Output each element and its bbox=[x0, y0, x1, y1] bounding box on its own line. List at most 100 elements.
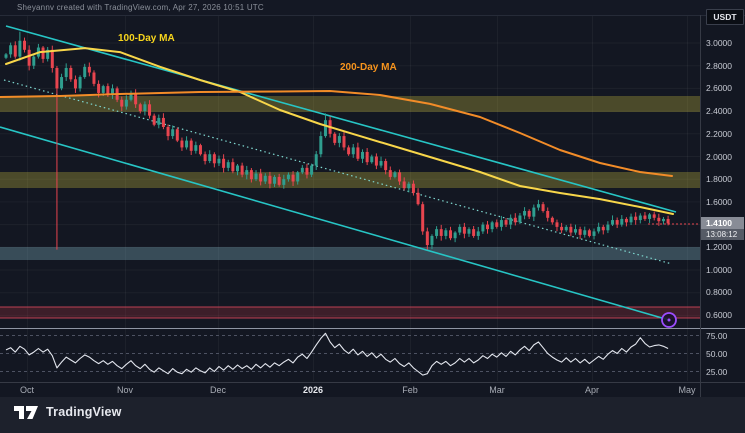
candle-up bbox=[606, 224, 610, 231]
candle-up bbox=[379, 161, 383, 166]
candle-down bbox=[166, 126, 170, 137]
candle-down bbox=[305, 167, 309, 175]
candle-up bbox=[407, 183, 411, 189]
candle-down bbox=[550, 217, 554, 223]
candle-down bbox=[203, 154, 207, 162]
candle-down bbox=[560, 226, 564, 231]
time-axis-label-apr: Apr bbox=[584, 385, 600, 395]
candle-up bbox=[273, 176, 277, 184]
candle-down bbox=[384, 161, 388, 171]
attribution-bar: Sheyannv created with TradingView.com, A… bbox=[0, 0, 745, 16]
candle-down bbox=[134, 92, 138, 105]
candle-down bbox=[27, 49, 31, 66]
trendline-channel-lower[interactable] bbox=[0, 126, 670, 321]
candle-up bbox=[499, 220, 503, 227]
candle-up bbox=[490, 222, 494, 230]
candle-down bbox=[513, 217, 517, 223]
time-axis-label-mar: Mar bbox=[489, 385, 505, 395]
candle-down bbox=[601, 226, 605, 231]
time-axis-label-oct: Oct bbox=[19, 385, 35, 395]
candle-up bbox=[9, 45, 13, 55]
candle-down bbox=[578, 229, 582, 235]
candle-down bbox=[402, 181, 406, 189]
time-axis-label-may: May bbox=[678, 385, 696, 395]
candle-up bbox=[564, 226, 568, 231]
candle-up bbox=[171, 129, 175, 137]
price-axis-label: 1.0000 bbox=[706, 265, 732, 275]
candle-up bbox=[18, 40, 22, 57]
candle-up bbox=[217, 158, 221, 164]
candle-up bbox=[129, 92, 133, 100]
candle-up bbox=[110, 88, 114, 96]
price-axis-label: 2.6000 bbox=[706, 83, 732, 93]
candle-down bbox=[69, 67, 73, 80]
candle-up bbox=[523, 210, 527, 216]
ma200-line bbox=[0, 90, 673, 177]
candle-up bbox=[536, 204, 540, 208]
band-resistance-zone-upper[interactable] bbox=[0, 96, 700, 112]
price-axis-label: 2.4000 bbox=[706, 106, 732, 116]
price-axis-label: 2.8000 bbox=[706, 61, 732, 71]
candle-down bbox=[97, 83, 101, 93]
price-axis-label: 3.0000 bbox=[706, 38, 732, 48]
band-support-zone-red[interactable] bbox=[0, 307, 700, 318]
candle-up bbox=[101, 86, 105, 93]
candle-down bbox=[138, 104, 142, 112]
candle-up bbox=[638, 215, 642, 221]
candle-up bbox=[467, 229, 471, 234]
band-support-zone-teal[interactable] bbox=[0, 247, 700, 260]
candle-down bbox=[486, 224, 490, 230]
candle-down bbox=[527, 210, 531, 217]
candle-up bbox=[370, 156, 374, 163]
candle-down bbox=[472, 229, 476, 236]
candle-down bbox=[212, 154, 216, 164]
candle-up bbox=[157, 117, 161, 125]
candle-up bbox=[32, 56, 36, 66]
candle-up bbox=[509, 217, 513, 225]
price-axis-label: 1.8000 bbox=[706, 174, 732, 184]
candle-down bbox=[87, 66, 91, 73]
purple-circle-dot bbox=[667, 318, 671, 322]
candle-up bbox=[323, 120, 327, 137]
rsi-line bbox=[5, 332, 669, 376]
band-resistance-zone-lower[interactable] bbox=[0, 172, 700, 188]
time-axis-label-2026: 2026 bbox=[302, 385, 324, 395]
candle-up bbox=[532, 207, 536, 217]
rsi-axis-label: 75.00 bbox=[706, 331, 728, 341]
candle-down bbox=[198, 145, 202, 155]
candle-down bbox=[277, 176, 281, 185]
candle-up bbox=[78, 77, 82, 89]
ma200-label: 200-Day MA bbox=[340, 62, 397, 73]
candle-up bbox=[263, 175, 267, 182]
candle-down bbox=[587, 230, 591, 236]
candle-up bbox=[453, 232, 457, 239]
candle-down bbox=[73, 79, 77, 89]
candle-up bbox=[286, 174, 290, 180]
candle-down bbox=[615, 220, 619, 225]
trendline-channel-upper[interactable] bbox=[5, 25, 677, 213]
tradingview-brand[interactable]: TradingView bbox=[14, 403, 122, 421]
candle-up bbox=[518, 215, 522, 223]
candle-up bbox=[611, 220, 615, 225]
ma100-label: 100-Day MA bbox=[118, 33, 175, 44]
trendline-mid-dotted[interactable] bbox=[3, 79, 673, 265]
candle-up bbox=[444, 230, 448, 236]
candle-down bbox=[657, 217, 661, 222]
candle-down bbox=[231, 162, 235, 172]
candle-down bbox=[374, 156, 378, 166]
candle-up bbox=[351, 147, 355, 155]
price-axis-label: 2.0000 bbox=[706, 152, 732, 162]
candle-down bbox=[152, 115, 156, 125]
candle-down bbox=[555, 222, 559, 227]
bar-countdown: 13:08:12 bbox=[701, 229, 744, 240]
candle-down bbox=[50, 49, 54, 68]
ma100-line bbox=[5, 47, 674, 215]
last-price-label: 1.4100 13:08:12 bbox=[701, 217, 744, 240]
quote-currency-badge: USDT bbox=[706, 9, 744, 25]
candle-down bbox=[504, 220, 508, 225]
candle-down bbox=[421, 204, 425, 232]
candle-down bbox=[222, 158, 226, 168]
price-axis-label: 2.2000 bbox=[706, 129, 732, 139]
candle-up bbox=[597, 226, 601, 232]
